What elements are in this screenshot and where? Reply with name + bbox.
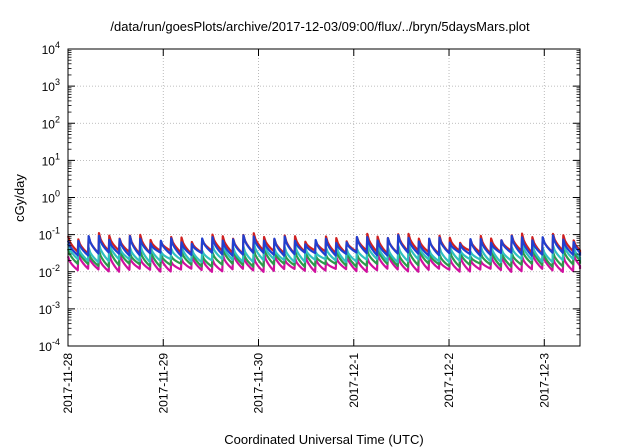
series-group — [66, 231, 582, 274]
axis-ticks — [67, 48, 580, 347]
x-axis-tick-labels: 2017-11-28 2017-11-29 2017-11-30 2017-12-1 2… — [61, 353, 551, 414]
chart-title: /data/run/goesPlots/archive/2017-12-03/0… — [110, 19, 530, 34]
series-line — [66, 234, 582, 257]
x-tick-label: 2017-11-30 — [252, 353, 266, 414]
y-tick-label: 102 — [42, 114, 60, 131]
y-axis-label: cGy/day — [12, 174, 27, 222]
y-tick-label: 10-1 — [39, 226, 60, 243]
y-tick-label: 10-3 — [39, 300, 60, 317]
y-tick-label: 100 — [42, 189, 60, 206]
x-tick-label: 2017-12-1 — [347, 353, 361, 408]
y-tick-label: 103 — [42, 77, 60, 94]
series-line — [66, 251, 582, 274]
x-tick-label: 2017-12-2 — [442, 353, 456, 408]
grid — [68, 49, 580, 346]
x-tick-label: 2017-11-29 — [156, 353, 170, 414]
y-tick-label: 104 — [42, 40, 60, 57]
x-axis-label: Coordinated Universal Time (UTC) — [224, 432, 423, 447]
y-tick-label: 10-2 — [39, 263, 60, 280]
y-axis-tick-labels: 10-4 10-3 10-2 10-1 100 101 102 103 104 — [39, 40, 60, 354]
y-tick-label: 101 — [42, 151, 60, 168]
x-tick-label: 2017-12-3 — [537, 353, 551, 408]
y-tick-label: 10-4 — [39, 337, 60, 354]
x-tick-label: 2017-11-28 — [61, 353, 75, 414]
